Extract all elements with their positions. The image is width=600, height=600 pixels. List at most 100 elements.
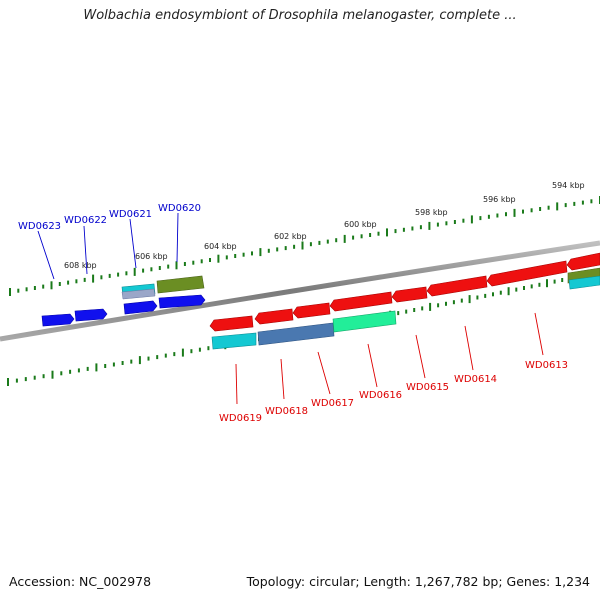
upper-scale-tick (564, 203, 567, 208)
upper-scale-tick (505, 212, 507, 217)
forward-strand-genes (41, 267, 600, 327)
gene-feature-wd0613[interactable] (486, 260, 568, 287)
upper-scale-tick (108, 273, 111, 278)
upper-scale-tick (158, 266, 161, 270)
lower-scale-tick (7, 378, 9, 386)
upper-scale-tick (50, 281, 53, 290)
lower-scale-tick (468, 295, 471, 304)
gene-feature-wd0615[interactable] (391, 286, 428, 303)
upper-scale-tick (167, 264, 170, 269)
upper-scale-tick (487, 214, 490, 219)
upper-scale-tick (183, 262, 186, 266)
lower-scale-tick (42, 374, 45, 379)
upper-scale-tick (259, 248, 262, 257)
gene-feature-wd0622[interactable] (74, 308, 108, 322)
gene-label-wd0623[interactable]: WD0623 (18, 221, 61, 232)
gene-label-wd0617[interactable]: WD0617 (311, 398, 354, 409)
upper-scale-tick (386, 228, 388, 237)
lower-scale-tick (147, 356, 150, 361)
gene-label-wd0613[interactable]: WD0613 (525, 360, 568, 371)
upper-scale-tick (42, 284, 45, 289)
upper-scale-tick (470, 215, 473, 224)
upper-scale-tick (9, 288, 11, 296)
lower-scale-tick (452, 300, 455, 305)
gene-feature-steel-lower[interactable] (257, 322, 335, 346)
upper-scale-tick (343, 234, 346, 243)
upper-scale-tick (513, 208, 516, 217)
gene-feature-cyan-lower[interactable] (211, 332, 257, 350)
upper-scale-tick (573, 201, 576, 206)
gene-label-wd0616[interactable]: WD0616 (359, 390, 402, 401)
upper-scale-tick (175, 261, 178, 270)
upper-scale-track (9, 196, 600, 296)
upper-scale-tick (360, 234, 363, 239)
lower-scale-tick (112, 362, 115, 367)
gene-label-wd0614[interactable]: WD0614 (454, 374, 497, 385)
upper-scale-tick (25, 287, 28, 292)
upper-scale-tick (581, 200, 584, 205)
kbp-label-606: 606 kbp (135, 252, 168, 261)
upper-scale-tick (276, 247, 279, 252)
gene-feature-olive-forward[interactable] (156, 275, 205, 294)
gene-label-wd0620[interactable]: WD0620 (158, 203, 201, 214)
lower-scale-tick (413, 308, 416, 312)
gene-feature-wd0618[interactable] (254, 308, 294, 325)
scale-labels: 608 kbp 606 kbp 604 kbp 602 kbp 600 kbp … (64, 181, 585, 270)
gene-label-wd0615[interactable]: WD0615 (406, 382, 449, 393)
lower-scale-tick (538, 282, 541, 287)
gene-feature-cyan-right[interactable] (568, 275, 600, 290)
lower-scale-tick (515, 287, 518, 292)
lower-scale-tick (130, 359, 133, 364)
upper-scale-tick (411, 226, 414, 231)
gene-feature-wd0617[interactable] (292, 302, 331, 319)
upper-scale-tick (453, 220, 456, 224)
lower-scale-tick (86, 366, 89, 371)
lower-scale-tick (198, 347, 201, 352)
gene-feature-wd0621-grey[interactable] (121, 288, 156, 300)
upper-scale-tick (377, 231, 380, 236)
gene-feature-wd0623[interactable] (41, 313, 75, 327)
lower-scale-tick (60, 371, 63, 376)
reverse-strand-genes (209, 252, 600, 350)
lower-scale-tick (499, 290, 502, 295)
gene-feature-wd0616[interactable] (329, 291, 393, 312)
upper-scale-tick (301, 241, 304, 250)
lower-scale-tick (33, 375, 36, 380)
gene-feature-red-right[interactable] (566, 252, 600, 271)
gene-label-wd0622[interactable]: WD0622 (64, 215, 107, 226)
gene-feature-spring-lower[interactable] (332, 310, 397, 333)
genome-backbone (0, 240, 600, 342)
gene-feature-wd0614[interactable] (426, 275, 488, 297)
lower-scale-tick (476, 295, 479, 300)
upper-scale-tick (92, 274, 95, 283)
forward-gene-labels: WD0623 WD0622 WD0621 WD0620 (18, 203, 201, 280)
lower-scale-tick (15, 378, 18, 383)
gene-label-wd0619[interactable]: WD0619 (219, 413, 262, 424)
accession-text: Accession: NC_002978 (9, 574, 152, 589)
upper-scale-tick (419, 225, 422, 230)
upper-scale-tick (209, 258, 211, 262)
upper-scale-tick (318, 240, 321, 245)
gene-feature-wd0619[interactable] (209, 315, 254, 332)
upper-scale-tick (100, 275, 103, 280)
lower-scale-tick (460, 298, 463, 303)
lower-scale-tick (95, 363, 98, 372)
gene-feature-wd0620[interactable] (158, 294, 206, 309)
gene-label-wd0621[interactable]: WD0621 (109, 209, 152, 220)
lower-scale-tick (156, 355, 159, 360)
upper-scale-tick (17, 288, 20, 293)
upper-scale-tick (200, 259, 203, 264)
upper-scale-tick (251, 251, 253, 256)
upper-scale-tick (522, 209, 524, 214)
gene-label-wd0618[interactable]: WD0618 (265, 406, 308, 417)
upper-scale-tick (217, 254, 220, 263)
upper-scale-tick (133, 267, 136, 276)
upper-scale-tick (293, 244, 296, 249)
lower-scale-tick (445, 301, 447, 306)
kbp-label-594: 594 kbp (552, 181, 585, 190)
upper-scale-tick (445, 221, 448, 226)
upper-scale-tick (436, 222, 439, 227)
upper-scale-tick (117, 272, 120, 277)
gene-feature-wd0621-blue[interactable] (123, 300, 158, 315)
